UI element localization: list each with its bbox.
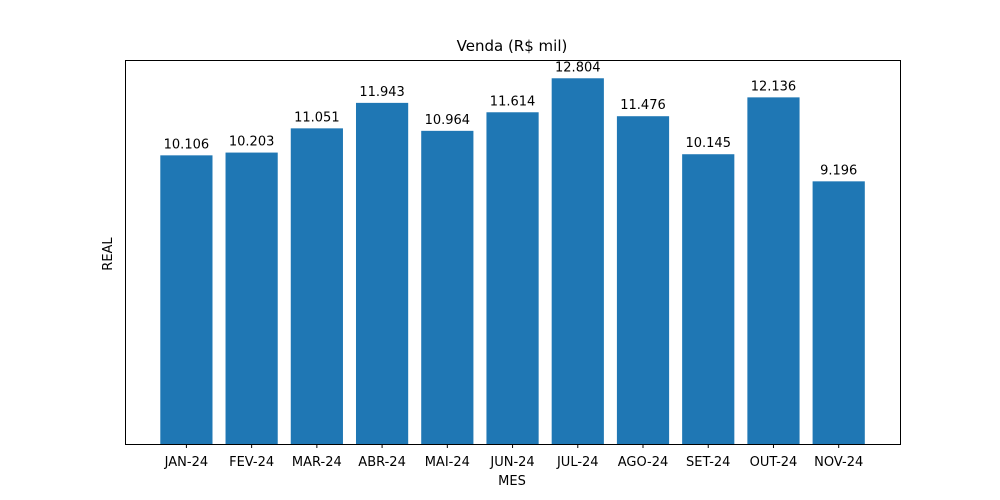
data-label-jun-24: 11.614 [490, 94, 536, 109]
x-axis-label: MES [498, 474, 526, 489]
data-label-fev-24: 10.203 [229, 135, 275, 150]
x-tick-label-ago-24: AGO-24 [618, 455, 669, 470]
data-label-nov-24: 9.196 [820, 163, 857, 178]
bar-out-24 [747, 97, 800, 445]
x-tick-label-fev-24: FEV-24 [229, 455, 274, 470]
data-label-abr-24: 11.943 [359, 85, 405, 100]
x-tick-label-jan-24: JAN-24 [164, 455, 208, 470]
bar-mai-24 [421, 130, 474, 444]
y-axis-label: REAL [101, 237, 116, 271]
x-tick-label-set-24: SET-24 [686, 455, 730, 470]
data-labels-group: 10.106 10.203 11.051 11.943 10.964 11.614 12.8… [164, 60, 858, 178]
bar-abr-24 [355, 102, 409, 445]
x-tick-label-abr-24: ABR-24 [358, 455, 406, 470]
x-tick-label-out-24: OUT-24 [750, 455, 798, 470]
plot-frame [125, 60, 901, 445]
x-tick-label-jul-24: JUL-24 [556, 455, 599, 470]
data-label-jan-24: 10.106 [164, 137, 210, 152]
bar-ago-24 [616, 116, 670, 445]
bars-group [160, 78, 865, 445]
data-label-set-24: 10.145 [685, 136, 731, 151]
x-ticks-group: JAN-24 FEV-24 MAR-24 ABR-24 MAI-24 JUN-24 JUL-… [164, 444, 863, 470]
bar-nov-24 [812, 181, 865, 444]
bar-jul-24 [551, 78, 604, 444]
chart-title: Venda (R$ mil) [457, 37, 568, 55]
x-tick-label-jun-24: JUN-24 [489, 455, 534, 470]
data-label-jul-24: 12.804 [555, 60, 601, 75]
bar-fev-24 [225, 152, 278, 444]
data-label-mai-24: 10.964 [425, 113, 471, 128]
bar-jun-24 [486, 112, 539, 445]
x-tick-label-mar-24: MAR-24 [292, 455, 342, 470]
x-tick-label-nov-24: NOV-24 [814, 455, 863, 470]
data-label-mar-24: 11.051 [294, 110, 340, 125]
data-label-ago-24: 11.476 [620, 98, 666, 113]
bar-jan-24 [160, 155, 213, 444]
data-label-out-24: 12.136 [751, 79, 797, 94]
x-tick-label-mai-24: MAI-24 [425, 455, 470, 470]
bar-mar-24 [290, 128, 343, 444]
bar-set-24 [682, 154, 735, 445]
